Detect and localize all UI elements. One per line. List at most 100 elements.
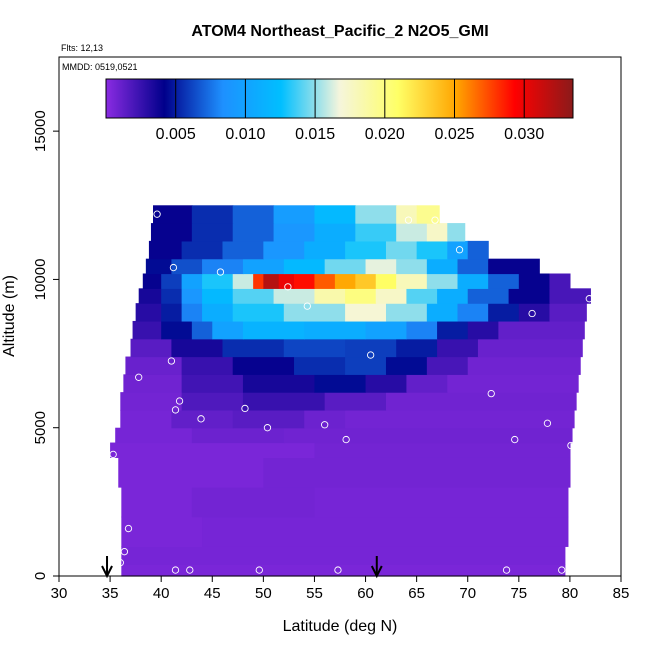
sample-point [334, 566, 342, 574]
heatmap-cell [304, 320, 367, 340]
latitude-arrow [370, 556, 383, 579]
heatmap-cell [304, 240, 346, 260]
heatmap-cell [467, 288, 510, 304]
heatmap-cell [324, 258, 367, 275]
heatmap-cell [181, 374, 244, 393]
axes: 30 35 40 45 50 55 60 65 70 75 80 85 0 5000 10000 15000 [32, 110, 629, 602]
sample-point [342, 435, 350, 444]
sample-point [169, 263, 178, 272]
heatmap-cell [153, 205, 193, 224]
heatmap-cell [283, 338, 346, 358]
heatmap-cell [202, 288, 234, 304]
heatmap-cell [416, 240, 448, 260]
heatmap-cell [426, 258, 459, 275]
chart-title: ATOM4 Northeast_Pacific_2 N2O5_GMI [191, 23, 488, 40]
heatmap-cell [314, 487, 569, 518]
heatmap-cell [181, 240, 224, 260]
heatmap-cell [396, 205, 418, 224]
sample-point [431, 216, 439, 224]
heatmap-cell [242, 374, 316, 393]
sample-point [502, 566, 511, 574]
heatmap-cell [121, 546, 566, 565]
heatmap-cell [488, 303, 520, 322]
sample-point [153, 210, 161, 218]
heatmap-cell [242, 258, 285, 275]
heatmap-cell [212, 320, 244, 340]
x-tick-label: 45 [204, 585, 221, 602]
heatmap-cell [181, 392, 244, 411]
heatmap-cell [120, 409, 172, 429]
heatmap-cell [161, 288, 183, 304]
heatmap-cell [118, 457, 264, 488]
heatmap-cell [273, 288, 316, 304]
heatmap-cell [283, 427, 573, 444]
heatmap-cell [150, 223, 193, 242]
heatmap-cell [121, 516, 203, 547]
heatmap-cell [467, 240, 489, 260]
sample-point [175, 397, 184, 405]
heatmap-cell [549, 273, 571, 289]
heatmap-cell [222, 338, 285, 358]
heatmap-cell [457, 273, 489, 289]
heatmap-cell [191, 487, 316, 518]
heatmap-cell [355, 223, 397, 242]
heatmap-cell [232, 223, 275, 242]
heatmap-cell [294, 273, 316, 289]
heatmap-cell [283, 258, 326, 275]
sample-point [197, 415, 205, 423]
heatmap-cell [426, 273, 459, 289]
heatmap-cell [396, 258, 428, 275]
heatmap-cell [518, 303, 551, 322]
heatmap-cell [273, 223, 316, 242]
x-tick-label: 85 [613, 585, 630, 602]
heatmap-cell [334, 273, 356, 289]
heatmap-cell [345, 240, 387, 260]
heatmap-cell [110, 442, 316, 458]
heatmap-cell [171, 258, 203, 275]
heatmap-cell [161, 320, 193, 340]
heatmap-cell [263, 273, 280, 289]
heatmap-cell [426, 223, 448, 242]
x-tick-label: 55 [306, 585, 323, 602]
heatmap-cell [263, 240, 305, 260]
heatmap-cell [396, 223, 428, 242]
sample-point [455, 246, 464, 254]
heatmap-cell [283, 303, 346, 322]
sample-point [585, 295, 593, 303]
heatmap-cell [191, 223, 234, 242]
heatmap-cell [232, 303, 285, 322]
heatmap-cell [161, 303, 183, 322]
sample-point [567, 441, 575, 450]
colorbar-tick-label: 0.010 [225, 126, 265, 143]
sample-point [120, 548, 129, 556]
heatmap-cell [181, 273, 203, 289]
heatmap-cell [273, 205, 316, 224]
heatmap-cell [549, 303, 587, 322]
y-tick-label: 10000 [32, 259, 49, 301]
heatmap-cell [437, 320, 469, 340]
heatmap-cell [314, 374, 367, 393]
plot-frame [58, 56, 622, 577]
heatmap-cell [375, 288, 408, 304]
x-axis-label: Latitude (deg N) [283, 618, 398, 635]
heatmap-cell [365, 320, 408, 340]
heatmap-cell [191, 205, 234, 224]
heatmap-cell [115, 427, 193, 444]
sample-point [511, 435, 519, 444]
heatmap-cell [365, 374, 408, 393]
colorbar-tick-label: 0.015 [295, 126, 335, 143]
heatmap-cell [314, 223, 356, 242]
colorbar-tick-label: 0.005 [156, 126, 196, 143]
heatmap-cell [355, 205, 397, 224]
sample-point [255, 566, 263, 574]
heatmap-cell [314, 205, 356, 224]
sample-point [135, 373, 143, 381]
sample-point [558, 566, 566, 574]
flights-label: Flts: 12,13 [61, 43, 103, 53]
heatmap-cell [314, 273, 336, 289]
sample-point [109, 450, 117, 459]
sample-point [216, 268, 225, 276]
x-tick-label: 35 [102, 585, 119, 602]
y-tick-label: 15000 [32, 110, 49, 152]
heatmap-cell [345, 288, 377, 304]
